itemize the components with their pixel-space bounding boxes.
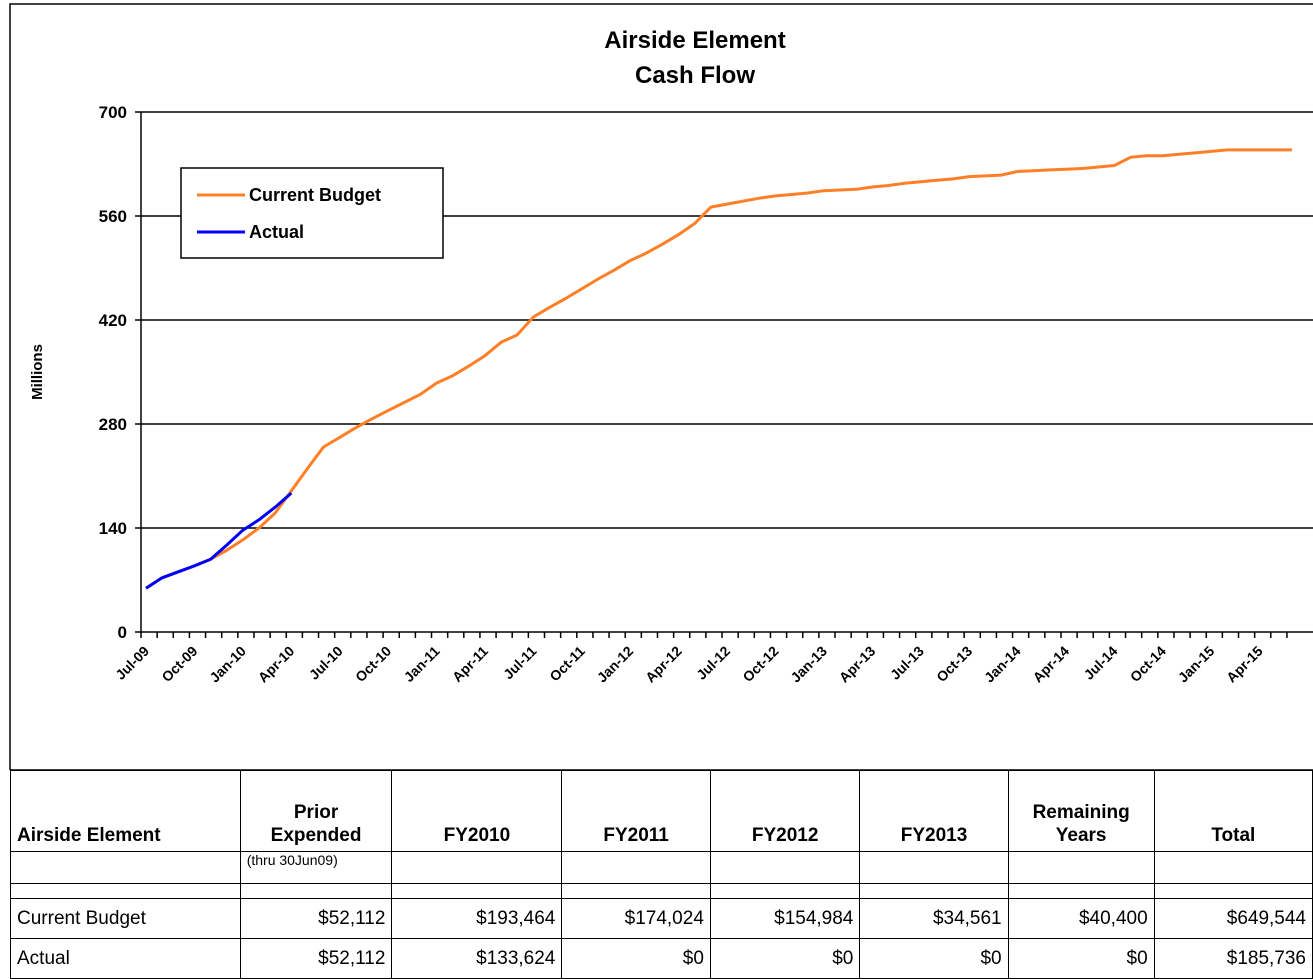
note-cell	[859, 851, 1009, 884]
x-tick-label: Jul-11	[500, 643, 540, 683]
x-tick-label: Jul-10	[306, 643, 346, 683]
empty-cell	[239, 883, 393, 899]
x-tick-label: Jan-15	[1175, 643, 1218, 686]
x-tick-label: Oct-14	[1127, 643, 1169, 685]
note-cell: (thru 30Jun09)	[239, 851, 393, 884]
empty-cell	[859, 883, 1009, 899]
x-tick-label: Jul-14	[1081, 643, 1121, 683]
note-cell	[709, 851, 861, 884]
x-tick-label: Jan-13	[787, 643, 830, 686]
series-line	[145, 491, 293, 590]
value-cell: $0	[709, 938, 861, 979]
empty-cell	[709, 883, 861, 899]
header-cell: FY2013	[859, 770, 1009, 852]
value-cell: $0	[1007, 938, 1155, 979]
y-tick-label: 420	[99, 311, 127, 330]
x-tick-label: Oct-11	[546, 643, 588, 685]
table-row: Airside Element Prior Expended FY2010 FY201…	[10, 770, 1313, 852]
legend-box	[180, 167, 444, 259]
row-label: Actual	[10, 938, 241, 979]
empty-cell	[1007, 883, 1155, 899]
value-cell: $40,400	[1007, 898, 1155, 939]
x-tick-label: Oct-09	[158, 643, 200, 685]
legend-label: Actual	[249, 222, 304, 242]
y-tick-label: 140	[99, 519, 127, 538]
header-cell: Total	[1153, 770, 1313, 852]
x-tick-label: Apr-14	[1029, 643, 1072, 686]
y-tick-label: 280	[99, 415, 127, 434]
note-cell	[391, 851, 563, 884]
y-tick-label: 700	[99, 103, 127, 122]
empty-cell	[561, 883, 711, 899]
value-cell: $649,544	[1153, 898, 1313, 939]
header-cell: FY2012	[709, 770, 861, 852]
value-cell: $52,112	[239, 898, 393, 939]
series-line	[145, 148, 1292, 590]
value-cell: $34,561	[859, 898, 1009, 939]
x-tick-label: Apr-11	[449, 643, 491, 685]
value-cell: $174,024	[561, 898, 711, 939]
empty-cell	[10, 883, 241, 899]
chart-title: Airside Element	[604, 27, 785, 54]
chart-frame	[9, 3, 1313, 770]
x-tick-label: Apr-12	[642, 643, 685, 686]
note-cell	[1007, 851, 1155, 884]
note-cell	[10, 851, 241, 884]
y-tick-label: 0	[118, 623, 127, 642]
table-row: (thru 30Jun09)	[10, 851, 1313, 884]
header-cell: FY2011	[561, 770, 711, 852]
x-tick-label: Apr-15	[1223, 643, 1266, 686]
header-cell: Remaining Years	[1007, 770, 1155, 852]
value-cell: $154,984	[709, 898, 861, 939]
y-tick-label: 560	[99, 207, 127, 226]
chart: Airside Element Cash Flow Millions 0 140 2…	[9, 3, 1313, 770]
summary-table: Airside Element Prior Expended FY2010 FY201…	[10, 770, 1313, 979]
value-cell: $52,112	[239, 938, 393, 979]
empty-cell	[1153, 883, 1313, 899]
x-tick-label: Oct-12	[739, 643, 781, 685]
row-label: Current Budget	[10, 898, 241, 939]
x-tick-label: Jul-09	[112, 643, 152, 683]
x-tick-label: Apr-10	[255, 643, 298, 686]
table-row	[10, 883, 1313, 899]
header-cell: Prior Expended	[239, 770, 393, 852]
legend-label: Current Budget	[249, 185, 381, 205]
value-cell: $193,464	[391, 898, 563, 939]
x-tick-label: Jan-11	[401, 643, 443, 685]
value-cell: $0	[859, 938, 1009, 979]
header-cell: FY2010	[391, 770, 563, 852]
x-tick-label: Jan-10	[206, 643, 249, 686]
value-cell: $0	[561, 938, 711, 979]
x-tick-label: Apr-13	[836, 643, 879, 686]
header-cell: Airside Element	[10, 770, 241, 852]
x-tick-label: Jul-12	[693, 643, 733, 683]
chart-title: Cash Flow	[635, 62, 755, 89]
note-cell	[561, 851, 711, 884]
value-cell: $185,736	[1153, 938, 1313, 979]
table-row: Current Budget $52,112 $193,464 $174,024 $15…	[10, 898, 1313, 939]
x-tick-label: Jan-14	[981, 643, 1024, 686]
empty-cell	[391, 883, 563, 899]
x-tick-label: Jul-13	[887, 643, 927, 683]
y-axis-label: Millions	[29, 344, 46, 400]
x-tick-label: Oct-10	[352, 643, 394, 685]
x-tick-label: Oct-13	[933, 643, 975, 685]
note-cell	[1153, 851, 1313, 884]
value-cell: $133,624	[391, 938, 563, 979]
table-row: Actual $52,112 $133,624 $0 $0 $0 $0 $185,736	[10, 938, 1313, 979]
x-tick-label: Jan-12	[594, 643, 637, 686]
